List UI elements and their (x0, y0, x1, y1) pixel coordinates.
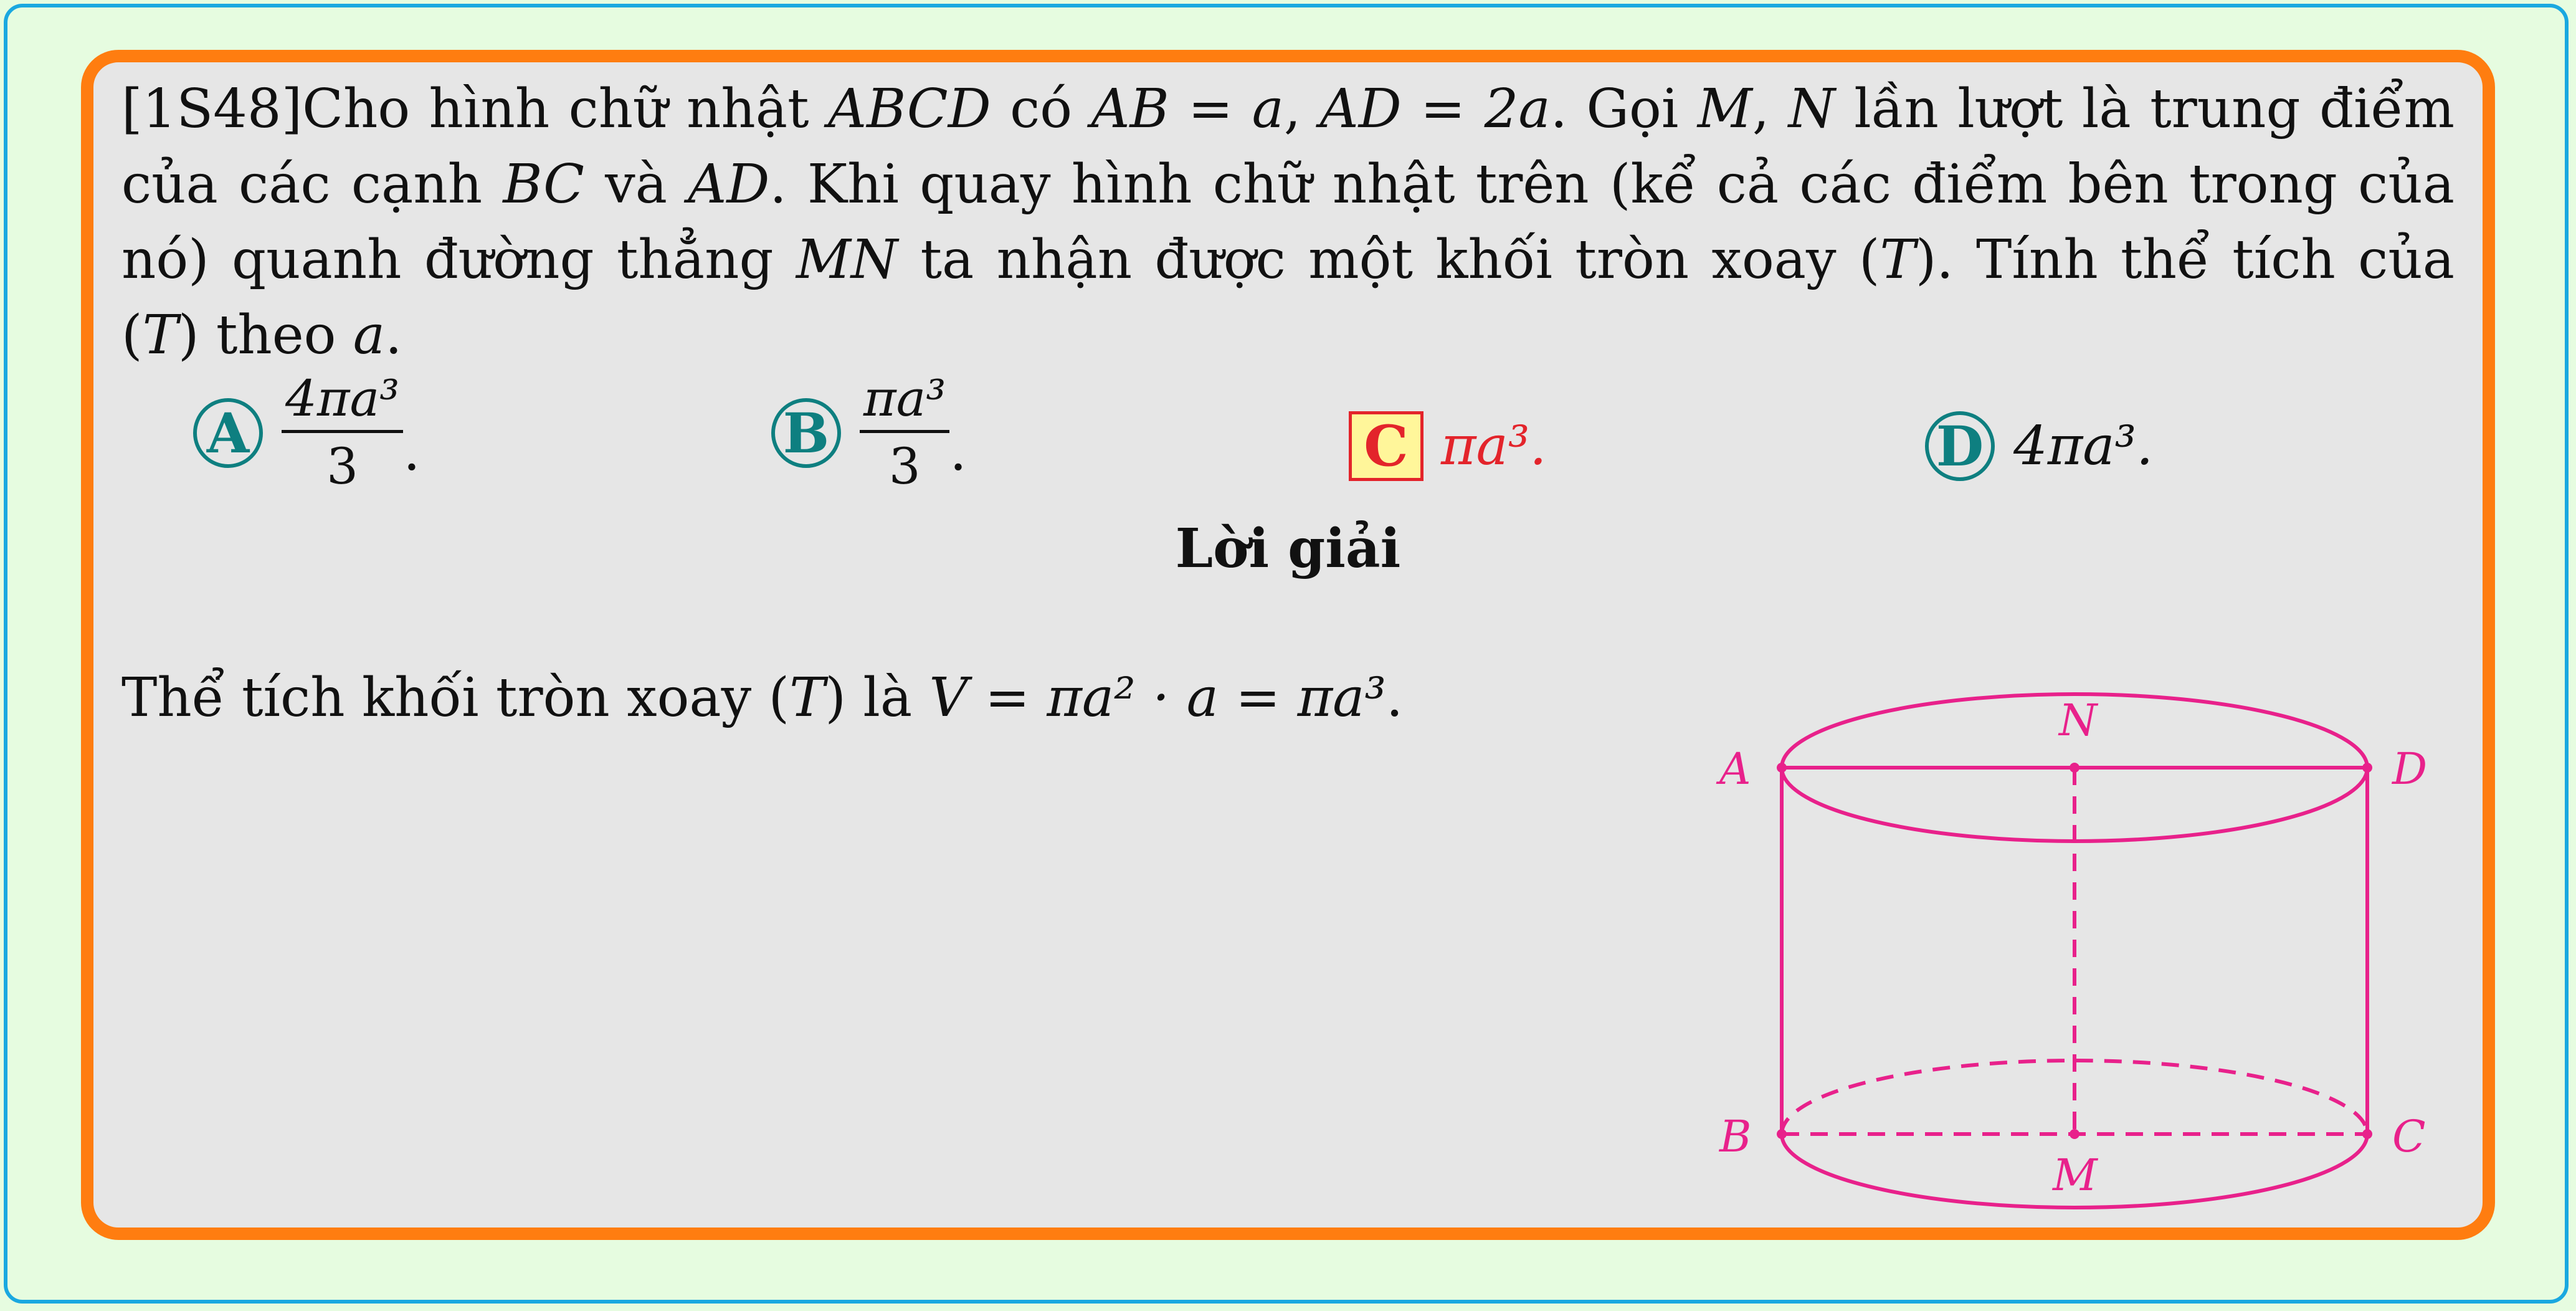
label-n: N (2058, 695, 2099, 746)
label-d: D (2391, 743, 2427, 794)
point-a (1777, 763, 1787, 773)
option-c[interactable]: C πa³. (1349, 411, 1547, 481)
option-c-text: πa³. (1441, 415, 1547, 477)
solution-text: Thể tích khối tròn xoay (T) là V = πa² ·… (121, 667, 1404, 729)
option-b-fraction: πa³ 3 (860, 374, 950, 492)
point-d (2362, 763, 2372, 773)
question-code: [1S48] (121, 78, 303, 140)
point-b (1777, 1129, 1787, 1139)
option-b-marker[interactable]: B (771, 398, 841, 468)
point-m (2070, 1129, 2079, 1139)
point-n (2070, 763, 2079, 773)
option-d-marker[interactable]: D (1925, 411, 1995, 481)
label-m: M (2051, 1150, 2099, 1201)
option-a[interactable]: A 4πa³ 3 . (193, 374, 421, 492)
option-d-text: 4πa³. (2013, 415, 2154, 477)
label-a: A (1716, 743, 1751, 794)
option-d[interactable]: D 4πa³. (1925, 411, 2153, 481)
bottom-ellipse-front (1780, 1133, 2369, 1209)
answer-options: A 4πa³ 3 . B πa³ 3 . C πa³. D 4πa³. (0, 374, 2576, 523)
solution-heading: Lời giải (1175, 517, 1401, 580)
point-c (2362, 1129, 2372, 1139)
question-card (81, 50, 2495, 1240)
option-a-marker[interactable]: A (193, 398, 263, 468)
label-b: B (1718, 1111, 1751, 1162)
option-b[interactable]: B πa³ 3 . (771, 374, 967, 492)
option-a-fraction: 4πa³ 3 (282, 374, 404, 492)
option-c-marker-correct[interactable]: C (1349, 411, 1423, 481)
bottom-ellipse-back (1780, 1059, 2369, 1135)
label-c: C (2392, 1111, 2426, 1162)
cylinder-figure: A D N B C M (1716, 692, 2427, 1209)
question-text: [1S48]Cho hình chữ nhật ABCD có AB = a, … (121, 78, 2455, 366)
